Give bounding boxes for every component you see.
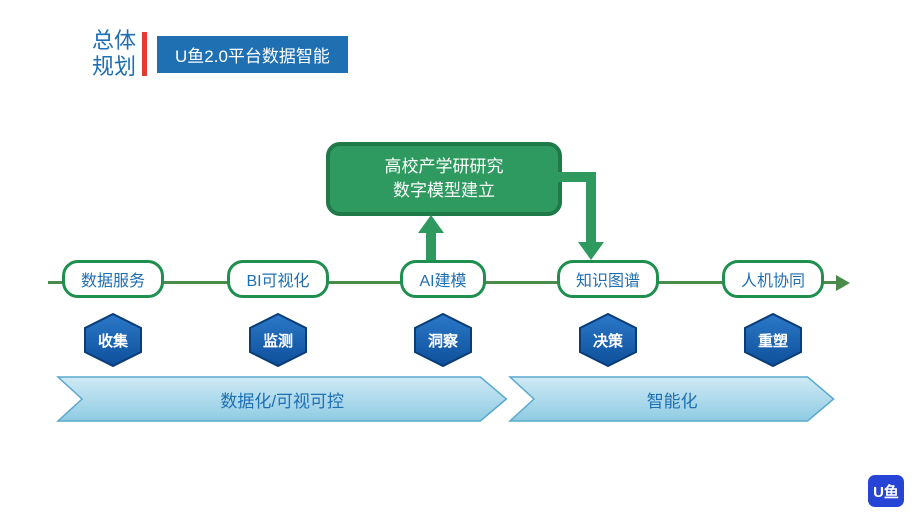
header-left-line2: 规划 xyxy=(92,54,136,80)
step-hex-label: 重塑 xyxy=(758,330,788,351)
step-hex: 重塑 xyxy=(741,312,805,368)
step-hex-label: 收集 xyxy=(98,330,128,351)
step-pill: BI可视化 xyxy=(227,260,328,298)
header-badge: U鱼2.0平台数据智能 xyxy=(157,36,348,73)
bottom-arrow: 智能化 xyxy=(508,375,836,423)
step-pill: AI建模 xyxy=(400,260,485,298)
step-item: 知识图谱 决策 xyxy=(543,260,673,368)
step-pill: 知识图谱 xyxy=(557,260,659,298)
step-item: 数据服务 收集 xyxy=(48,260,178,368)
step-hex: 洞察 xyxy=(411,312,475,368)
bottom-arrow-label: 数据化/可视可控 xyxy=(220,387,344,412)
arrow-up-icon xyxy=(423,215,439,261)
step-pill: 人机协同 xyxy=(722,260,824,298)
research-box-line2: 数字模型建立 xyxy=(393,179,495,203)
header: 总体 规划 U鱼2.0平台数据智能 xyxy=(92,28,348,80)
step-item: BI可视化 监测 xyxy=(213,260,343,368)
step-hex: 监测 xyxy=(246,312,310,368)
bottom-arrow: 数据化/可视可控 xyxy=(56,375,508,423)
bottom-arrow-label: 智能化 xyxy=(647,387,698,412)
step-hex-label: 监测 xyxy=(263,330,293,351)
brand-logo: U鱼 xyxy=(868,475,904,507)
header-accent-bar xyxy=(142,32,147,76)
bottom-arrow-row: 数据化/可视可控 智能化 xyxy=(56,375,836,423)
step-item: 人机协同 重塑 xyxy=(708,260,838,368)
step-hex: 收集 xyxy=(81,312,145,368)
research-box: 高校产学研研究 数字模型建立 xyxy=(326,142,562,216)
research-box-line1: 高校产学研研究 xyxy=(385,155,504,179)
step-item: AI建模 洞察 xyxy=(378,260,508,368)
steps-row: 数据服务 收集 BI可视化 监测 AI建模 洞察 知识图谱 决策 xyxy=(48,260,838,368)
arrow-down-icon xyxy=(556,172,602,262)
header-left-title: 总体 规划 xyxy=(92,28,136,80)
step-hex: 决策 xyxy=(576,312,640,368)
step-pill: 数据服务 xyxy=(62,260,164,298)
header-left-line1: 总体 xyxy=(92,28,136,54)
step-hex-label: 洞察 xyxy=(428,330,458,351)
step-hex-label: 决策 xyxy=(593,330,623,351)
